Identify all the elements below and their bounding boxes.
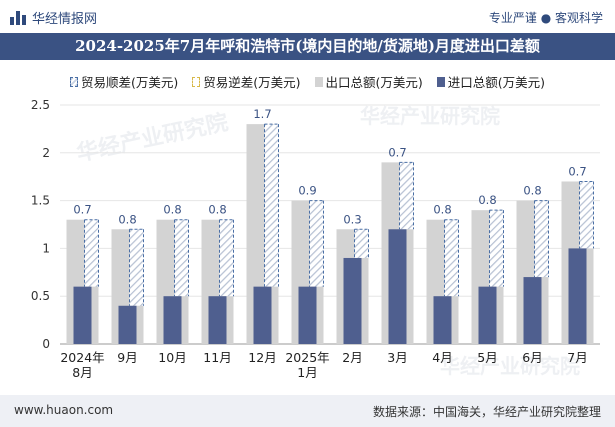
surplus-bar	[309, 200, 324, 287]
legend-label-deficit: 贸易逆差(万美元)	[203, 75, 301, 90]
legend: 贸易顺差(万美元) 贸易逆差(万美元) 出口总额(万美元) 进口总额(万美元)	[0, 72, 615, 91]
y-tick-label: 0	[42, 337, 50, 351]
import-bar	[253, 286, 272, 344]
surplus-bar	[399, 162, 414, 230]
data-label: 0.7	[568, 164, 586, 178]
x-tick-label: 8月	[72, 365, 92, 380]
data-label: 0.8	[433, 203, 451, 217]
brand-name: 华经情报网	[32, 12, 98, 27]
legend-label-import: 进口总额(万美元)	[447, 75, 546, 90]
import-bar	[523, 277, 542, 344]
import-bar	[478, 286, 497, 344]
surplus-bar	[264, 124, 279, 287]
surplus-bar	[129, 229, 144, 306]
surplus-swatch	[69, 76, 78, 87]
export-swatch	[314, 76, 323, 87]
x-tick-label: 10月	[158, 350, 186, 365]
import-bar	[388, 229, 407, 344]
data-label: 0.7	[73, 203, 91, 217]
legend-item-import: 进口总额(万美元)	[436, 72, 546, 91]
import-bar	[163, 296, 182, 344]
import-bar	[118, 305, 137, 344]
x-tick-label: 3月	[387, 350, 407, 365]
surplus-bar	[84, 219, 99, 287]
chart-title: 2024-2025年7月年呼和浩特市(境内目的地/货源地)月度进出口差额	[0, 33, 615, 60]
y-tick-label: 1	[42, 241, 50, 255]
x-tick-label: 12月	[248, 350, 276, 365]
x-tick-label: 6月	[522, 350, 542, 365]
data-label: 0.3	[343, 212, 361, 226]
x-tick-label: 5月	[477, 350, 497, 365]
import-bar	[73, 286, 92, 344]
data-label: 0.9	[298, 184, 316, 198]
data-label: 0.8	[118, 212, 136, 226]
data-label: 0.8	[478, 193, 496, 207]
top-bar: 华经情报网 专业严谨 ● 客观科学	[0, 0, 615, 33]
y-tick-label: 2.5	[31, 98, 50, 112]
footer: www.huaon.com 数据来源：中国海关，华经产业研究院整理	[0, 395, 615, 427]
x-tick-label: 11月	[203, 350, 231, 365]
import-bar	[343, 257, 362, 344]
x-tick-label: 1月	[297, 365, 317, 380]
import-swatch	[436, 76, 445, 87]
surplus-bar	[354, 229, 369, 258]
tagline: 专业严谨 ● 客观科学	[488, 11, 603, 25]
y-tick-label: 2	[42, 146, 50, 160]
import-bar	[298, 286, 317, 344]
surplus-bar	[219, 219, 234, 297]
footer-source: 数据来源：中国海关，华经产业研究院整理	[372, 405, 601, 419]
deficit-swatch	[192, 76, 201, 87]
x-tick-label: 4月	[432, 350, 452, 365]
legend-item-export: 出口总额(万美元)	[314, 72, 423, 91]
surplus-bar	[444, 219, 459, 297]
x-tick-label: 9月	[117, 350, 137, 365]
data-label: 0.8	[208, 203, 226, 217]
legend-item-surplus: 贸易顺差(万美元)	[69, 72, 179, 91]
import-bar	[568, 248, 587, 344]
legend-item-deficit: 贸易逆差(万美元)	[192, 72, 301, 91]
surplus-bar	[579, 181, 594, 249]
data-label: 0.8	[163, 203, 181, 217]
surplus-bar	[174, 219, 189, 297]
footer-website: www.huaon.com	[14, 403, 114, 417]
bar-logo-icon	[10, 10, 26, 25]
import-bar	[208, 296, 227, 344]
y-tick-label: 0.5	[31, 289, 50, 303]
x-tick-label: 2024年	[60, 350, 104, 365]
import-bar	[433, 296, 452, 344]
data-label: 1.7	[253, 107, 271, 121]
x-tick-label: 7月	[567, 350, 587, 365]
data-label: 0.8	[523, 184, 541, 198]
brand: 华经情报网	[10, 8, 97, 27]
x-tick-label: 2月	[342, 350, 362, 365]
surplus-bar	[534, 200, 549, 278]
data-label: 0.7	[388, 145, 406, 159]
legend-label-surplus: 贸易顺差(万美元)	[80, 75, 179, 90]
surplus-bar	[489, 210, 504, 287]
y-tick-label: 1.5	[31, 194, 50, 208]
x-tick-label: 2025年	[285, 350, 329, 365]
legend-label-export: 出口总额(万美元)	[325, 75, 423, 90]
